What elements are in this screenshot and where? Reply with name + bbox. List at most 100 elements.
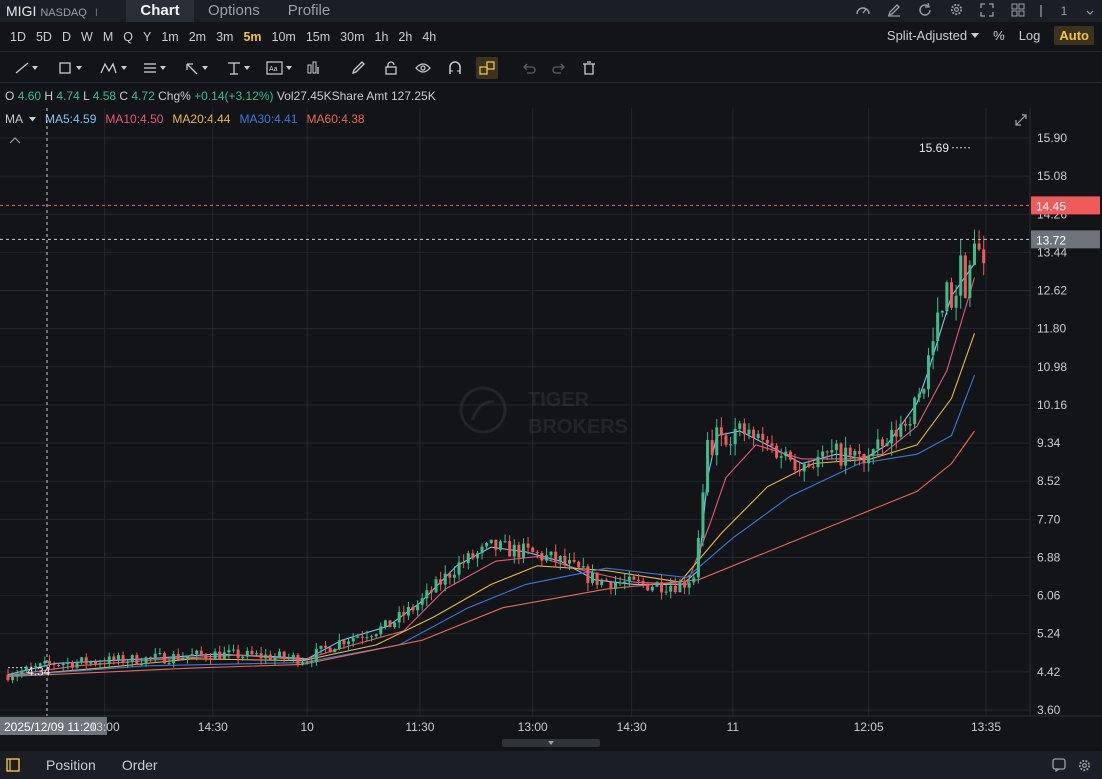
chat-icon[interactable]	[1052, 758, 1066, 772]
ma-line-ma10	[7, 277, 976, 677]
timeframe-30m[interactable]: 30m	[340, 29, 365, 44]
candle-body	[393, 622, 397, 628]
tab-profile[interactable]: Profile	[287, 2, 331, 19]
log-toggle[interactable]: Log	[1018, 28, 1041, 43]
timeframe-15m[interactable]: 15m	[305, 29, 331, 44]
candle-body	[692, 577, 696, 583]
candle-body	[20, 670, 24, 675]
tab-position[interactable]: Position	[46, 757, 96, 773]
gear-icon[interactable]	[947, 2, 965, 20]
chevron-down-icon[interactable]	[1086, 3, 1094, 19]
percent-toggle[interactable]: %	[993, 28, 1005, 43]
text-tool[interactable]: Aa	[262, 57, 298, 79]
candle-body	[38, 663, 42, 666]
timeframe-bar: 1D 5D D W M Q Y 1m 2m 3m 5m 10m 15m 30m …	[0, 22, 1102, 52]
collapse-icon	[9, 137, 21, 144]
brush-icon	[351, 60, 365, 74]
candle-body	[811, 466, 815, 468]
candle-body	[968, 265, 972, 298]
candle-body	[710, 440, 714, 456]
indicator-tool[interactable]	[304, 57, 324, 79]
tab-order[interactable]: Order	[121, 757, 158, 773]
rectangle-tool[interactable]	[54, 57, 88, 79]
bottom-bar: Position Order	[0, 751, 1102, 779]
adjust-mode-label: Split-Adjusted	[886, 28, 968, 43]
candle-body	[724, 435, 728, 445]
candle-body	[683, 582, 687, 588]
candle-body	[314, 648, 318, 662]
change-label: Chg%	[158, 89, 191, 103]
candle-body	[397, 612, 401, 623]
gear-icon[interactable]	[1077, 758, 1092, 773]
tab-chart[interactable]: Chart	[126, 0, 194, 22]
trendline-tool[interactable]	[10, 57, 44, 79]
watermark-line1: TIGER	[528, 389, 590, 411]
link-tool[interactable]	[476, 56, 498, 79]
timeframe-m[interactable]: M	[102, 29, 114, 44]
timeframe-10m[interactable]: 10m	[271, 29, 296, 44]
y-tick-label: 11.80	[1037, 322, 1066, 336]
timeframe-w[interactable]: W	[81, 29, 93, 44]
fullscreen-icon[interactable]	[978, 2, 996, 20]
candle-body	[43, 660, 47, 664]
candle-body	[540, 553, 544, 561]
refresh-icon[interactable]	[916, 2, 934, 20]
auto-toggle[interactable]: Auto	[1054, 26, 1094, 45]
timeframe-1d[interactable]: 1D	[10, 29, 26, 44]
candle-body	[954, 295, 958, 308]
arrow-tool[interactable]	[180, 57, 214, 79]
candle-body	[222, 652, 226, 660]
candle-body	[945, 282, 949, 312]
max-price-label: 15.69	[919, 141, 949, 155]
timeframe-1h[interactable]: 1h	[374, 29, 389, 44]
candle-body	[24, 666, 28, 671]
candle-body	[839, 443, 843, 466]
ma-selector[interactable]: MA	[5, 112, 36, 126]
undo-tool[interactable]	[518, 57, 540, 79]
candlestick-chart[interactable]: TIGER BROKERS 15.694.34 15.9015.0814.261…	[0, 108, 1102, 748]
candle-body	[586, 566, 590, 583]
candle-body	[572, 559, 576, 562]
timeframe-q[interactable]: Q	[123, 29, 133, 44]
candle-body	[213, 651, 217, 660]
candle-body	[807, 463, 811, 467]
lock-tool[interactable]	[380, 57, 402, 79]
candle-body	[296, 654, 300, 664]
tab-options[interactable]: Options	[208, 2, 260, 19]
panel-toggle-icon[interactable]	[6, 758, 20, 772]
min-price-label: 4.34	[27, 665, 51, 679]
timeframe-5m[interactable]: 5m	[243, 29, 262, 44]
timeframe-1m[interactable]: 1m	[161, 29, 179, 44]
layout-count[interactable]: 1	[1060, 4, 1068, 18]
measure-tool[interactable]	[222, 57, 256, 79]
timeframe-y[interactable]: Y	[142, 29, 152, 44]
drawing-toolbar: Aa	[0, 53, 1102, 83]
brush-tool[interactable]	[348, 57, 370, 79]
redo-tool[interactable]	[548, 57, 570, 79]
fib-tool[interactable]	[138, 57, 172, 79]
candle-body	[729, 444, 733, 446]
timeframe-4h[interactable]: 4h	[422, 29, 437, 44]
candle-body	[70, 662, 74, 668]
timeframe-3m[interactable]: 3m	[216, 29, 234, 44]
candle-body	[199, 650, 203, 655]
timeframe-d[interactable]: D	[61, 29, 71, 44]
candle-body	[549, 551, 553, 556]
timeframe-5d[interactable]: 5D	[35, 29, 52, 44]
edit-icon[interactable]	[885, 3, 903, 20]
candle-body	[107, 656, 111, 665]
gauge-icon[interactable]	[854, 3, 872, 20]
delete-tool[interactable]	[578, 57, 600, 79]
candle-body	[880, 439, 884, 447]
timeframe-2m[interactable]: 2m	[188, 29, 207, 44]
timeframe-2h[interactable]: 2h	[398, 29, 413, 44]
grid-layout-icon[interactable]	[1009, 3, 1027, 20]
crosshair-time-tag	[0, 717, 107, 735]
candle-body	[162, 653, 166, 664]
pattern-tool[interactable]	[96, 57, 132, 79]
visibility-tool[interactable]	[412, 57, 434, 79]
candle-body	[963, 255, 967, 298]
magnet-tool[interactable]	[444, 57, 466, 79]
adjust-mode-select[interactable]: Split-Adjusted	[886, 28, 980, 43]
candle-body	[429, 590, 433, 593]
